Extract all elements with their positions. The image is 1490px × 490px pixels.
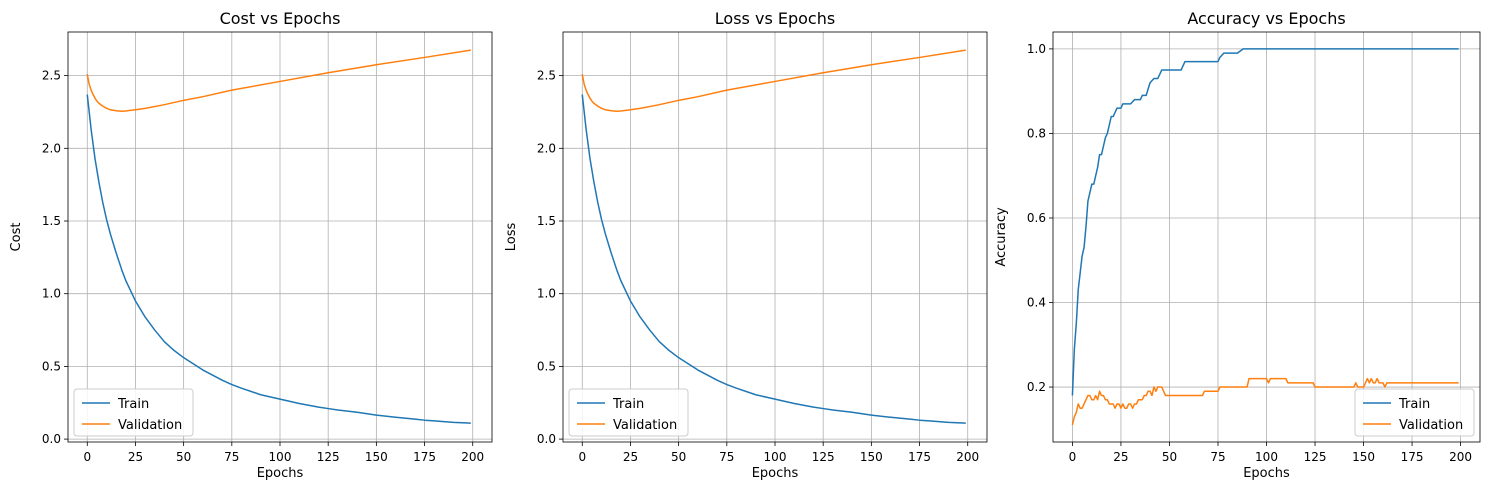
y-tick-label: 1.0 bbox=[1027, 42, 1046, 56]
y-tick-label: 2.5 bbox=[42, 69, 61, 83]
legend-label-validation: Validation bbox=[613, 418, 677, 433]
x-tick-label: 75 bbox=[1210, 450, 1225, 464]
x-tick-label: 175 bbox=[908, 450, 931, 464]
x-tick-label: 175 bbox=[413, 450, 436, 464]
grid bbox=[68, 32, 492, 442]
y-tick-label: 1.5 bbox=[537, 214, 556, 228]
x-tick-label: 25 bbox=[128, 450, 143, 464]
legend-label-train: Train bbox=[1398, 397, 1430, 412]
series-line-train bbox=[581, 94, 966, 424]
plot-frame bbox=[562, 31, 988, 443]
y-tick-label: 0.8 bbox=[1027, 126, 1046, 140]
chart-panel-2: 0 25 50 75 100 125 150 175 200 0.0 0.5 1.0 1.5 2.0 2.5… bbox=[504, 9, 988, 481]
x-tick-label: 100 bbox=[1255, 450, 1278, 464]
x-tick-label: 50 bbox=[176, 450, 191, 464]
chart-panel-3: 0 25 50 75 100 125 150 175 200 0.2 0.4 0.6 0.8 1.0 Acc… bbox=[994, 9, 1481, 481]
series-line-validation bbox=[581, 49, 966, 112]
chart-title: Loss vs Epochs bbox=[715, 9, 835, 28]
x-tick-label: 0 bbox=[83, 450, 91, 464]
y-tick-label: 0.5 bbox=[42, 359, 61, 373]
x-tick-label: 100 bbox=[269, 450, 292, 464]
legend-label-train: Train bbox=[117, 397, 149, 412]
x-tick-label: 25 bbox=[623, 450, 638, 464]
x-tick-label: 175 bbox=[1401, 450, 1424, 464]
y-tick-label: 1.0 bbox=[42, 287, 61, 301]
x-tick-label: 150 bbox=[1352, 450, 1375, 464]
y-tick-label: 0.6 bbox=[1027, 211, 1046, 225]
x-tick-label: 200 bbox=[1449, 450, 1472, 464]
legend-label-validation: Validation bbox=[118, 418, 182, 433]
x-tick-label: 150 bbox=[860, 450, 883, 464]
x-tick-label: 50 bbox=[1162, 450, 1177, 464]
y-axis-label: Accuracy bbox=[994, 207, 1009, 267]
plot-frame bbox=[1052, 31, 1481, 443]
y-tick-label: 0.4 bbox=[1027, 296, 1046, 310]
grid bbox=[563, 32, 987, 442]
x-tick-label: 125 bbox=[1304, 450, 1327, 464]
plot-frame bbox=[67, 31, 493, 443]
x-tick-label: 150 bbox=[365, 450, 388, 464]
x-tick-label: 125 bbox=[812, 450, 835, 464]
legend-label-validation: Validation bbox=[1399, 418, 1463, 433]
y-tick-label: 2.0 bbox=[537, 141, 556, 155]
chart-title: Cost vs Epochs bbox=[220, 9, 341, 28]
legend-label-train: Train bbox=[612, 397, 644, 412]
x-axis-label: Epochs bbox=[1243, 466, 1290, 481]
x-tick-label: 0 bbox=[1069, 450, 1077, 464]
series-line-train bbox=[86, 94, 471, 424]
series-line-validation bbox=[86, 49, 471, 112]
y-tick-label: 1.5 bbox=[42, 214, 61, 228]
series-line-train bbox=[1071, 48, 1459, 396]
y-tick-label: 0.0 bbox=[42, 432, 61, 446]
x-tick-label: 200 bbox=[461, 450, 484, 464]
x-axis-label: Epochs bbox=[752, 466, 799, 481]
y-tick-label: 2.0 bbox=[42, 141, 61, 155]
x-tick-label: 50 bbox=[671, 450, 686, 464]
x-tick-label: 0 bbox=[578, 450, 586, 464]
y-axis-label: Loss bbox=[504, 223, 519, 252]
y-tick-label: 2.5 bbox=[537, 69, 556, 83]
x-axis-label: Epochs bbox=[257, 466, 304, 481]
y-tick-label: 1.0 bbox=[537, 287, 556, 301]
chart-title: Accuracy vs Epochs bbox=[1187, 9, 1345, 28]
x-tick-label: 75 bbox=[224, 450, 239, 464]
legend: Train Validation bbox=[1354, 388, 1475, 437]
x-tick-label: 75 bbox=[719, 450, 734, 464]
x-tick-label: 25 bbox=[1113, 450, 1128, 464]
y-tick-label: 0.0 bbox=[537, 432, 556, 446]
x-tick-label: 125 bbox=[317, 450, 340, 464]
x-tick-label: 100 bbox=[764, 450, 787, 464]
y-tick-label: 0.2 bbox=[1027, 380, 1046, 394]
grid bbox=[1053, 32, 1480, 442]
legend: Train Validation bbox=[568, 388, 689, 437]
legend: Train Validation bbox=[73, 388, 194, 437]
x-tick-label: 200 bbox=[956, 450, 979, 464]
chart-panel-1: 0 25 50 75 100 125 150 175 200 0.0 0.5 1.0 1.5 2.0 2.5… bbox=[9, 9, 493, 481]
series-line-validation bbox=[1071, 377, 1459, 426]
y-tick-label: 0.5 bbox=[537, 359, 556, 373]
y-axis-label: Cost bbox=[9, 223, 24, 252]
